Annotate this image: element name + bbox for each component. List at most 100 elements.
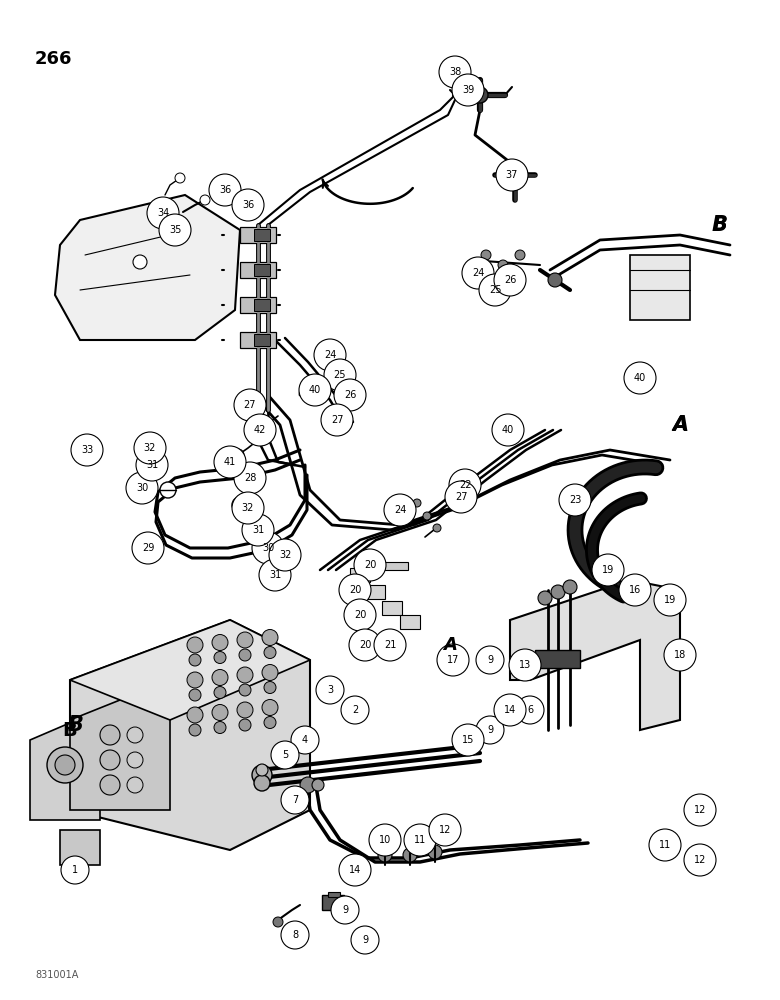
Circle shape [262, 630, 278, 646]
Circle shape [232, 497, 248, 513]
Text: 21: 21 [384, 640, 396, 650]
Bar [240, 262, 276, 278]
Circle shape [132, 532, 164, 564]
Circle shape [175, 173, 185, 183]
Circle shape [234, 389, 266, 421]
Text: 9: 9 [342, 905, 348, 915]
Circle shape [339, 574, 371, 606]
Text: 26: 26 [504, 275, 516, 285]
Bar [350, 568, 370, 582]
Text: 42: 42 [254, 425, 266, 435]
Bar [630, 255, 690, 320]
Text: 7: 7 [292, 795, 298, 805]
Bar [240, 297, 276, 313]
Circle shape [498, 260, 508, 270]
Circle shape [494, 264, 526, 296]
Text: 20: 20 [349, 585, 361, 595]
Bar [382, 601, 402, 615]
Circle shape [100, 775, 120, 795]
Circle shape [252, 765, 272, 785]
Circle shape [126, 472, 158, 504]
Circle shape [481, 250, 491, 260]
Text: 40: 40 [309, 385, 321, 395]
Circle shape [508, 168, 522, 182]
Text: 33: 33 [81, 445, 93, 455]
Circle shape [237, 632, 253, 648]
Text: 12: 12 [694, 855, 706, 865]
Circle shape [264, 682, 276, 694]
Circle shape [269, 539, 301, 571]
Circle shape [100, 725, 120, 745]
Text: 31: 31 [269, 570, 281, 580]
Text: 22: 22 [459, 480, 471, 490]
Text: B: B [62, 720, 77, 740]
Circle shape [563, 580, 577, 594]
Circle shape [212, 670, 228, 686]
Text: 24: 24 [472, 268, 484, 278]
Circle shape [423, 512, 431, 520]
Circle shape [449, 469, 481, 501]
Circle shape [339, 854, 371, 886]
Circle shape [492, 414, 524, 446]
Bar [365, 585, 385, 599]
Circle shape [452, 724, 484, 756]
Circle shape [462, 257, 494, 289]
Circle shape [316, 676, 344, 704]
Circle shape [551, 585, 565, 599]
Circle shape [439, 56, 471, 88]
Text: A: A [443, 636, 457, 654]
Text: A: A [672, 416, 687, 434]
Circle shape [445, 481, 477, 513]
Text: 12: 12 [694, 805, 706, 815]
Circle shape [496, 159, 528, 191]
Bar [254, 229, 270, 241]
Circle shape [133, 255, 147, 269]
Circle shape [684, 794, 716, 826]
Circle shape [271, 741, 299, 769]
Bar [60, 830, 100, 865]
Circle shape [214, 686, 226, 698]
Circle shape [374, 629, 406, 661]
Text: 40: 40 [502, 425, 514, 435]
Text: 14: 14 [504, 705, 516, 715]
Circle shape [244, 414, 276, 446]
Circle shape [209, 174, 241, 206]
Text: 9: 9 [487, 655, 493, 665]
Circle shape [127, 777, 143, 793]
Circle shape [378, 848, 392, 862]
Text: 19: 19 [664, 595, 676, 605]
Circle shape [354, 549, 386, 581]
Circle shape [264, 716, 276, 728]
Circle shape [159, 214, 191, 246]
Circle shape [234, 462, 266, 494]
Circle shape [237, 702, 253, 718]
Text: 831001A: 831001A [35, 970, 78, 980]
Circle shape [127, 727, 143, 743]
Text: 2: 2 [352, 705, 358, 715]
Circle shape [212, 635, 228, 650]
Text: 40: 40 [634, 373, 646, 383]
Text: 35: 35 [168, 225, 181, 235]
Circle shape [404, 824, 436, 856]
Text: 14: 14 [349, 865, 361, 875]
Bar [240, 332, 276, 348]
Circle shape [189, 689, 201, 701]
Circle shape [649, 829, 681, 861]
Circle shape [281, 786, 309, 814]
Text: 4: 4 [302, 735, 308, 745]
Circle shape [55, 755, 75, 775]
Circle shape [249, 472, 261, 484]
Circle shape [214, 446, 246, 478]
Text: 31: 31 [252, 525, 264, 535]
Circle shape [262, 700, 278, 716]
Circle shape [494, 694, 526, 726]
Circle shape [334, 379, 366, 411]
Circle shape [331, 896, 359, 924]
Text: 9: 9 [362, 935, 368, 945]
Text: 1: 1 [72, 865, 78, 875]
Circle shape [538, 591, 552, 605]
Circle shape [307, 380, 323, 396]
Circle shape [160, 482, 176, 498]
Circle shape [452, 74, 484, 106]
Circle shape [189, 654, 201, 666]
